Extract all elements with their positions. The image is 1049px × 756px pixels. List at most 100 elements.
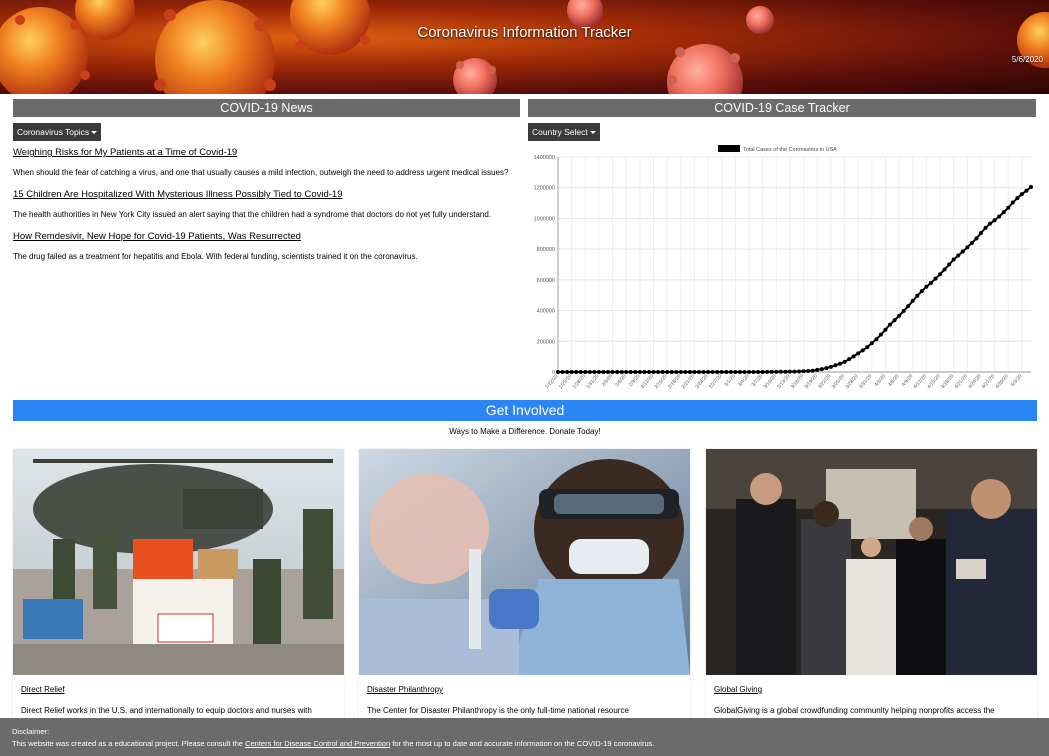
current-date: 5/6/2020 [1011, 55, 1043, 64]
data-point [696, 370, 701, 374]
coronavirus-topics-dropdown[interactable]: Coronavirus Topics [13, 123, 102, 141]
data-point [724, 369, 729, 374]
data-point [919, 289, 924, 294]
data-point [965, 245, 970, 250]
data-point [1006, 205, 1011, 210]
data-point [756, 369, 761, 374]
card-title-link[interactable]: Disaster Philanthropy [367, 685, 444, 694]
disclaimer-footer: Disclaimer: This website was created as … [0, 718, 1049, 756]
legend-swatch [718, 145, 740, 152]
news-article-description-3: The drug failed as a treatment for hepat… [13, 252, 418, 261]
news-article-link-1[interactable]: Weighing Risks for My Patients at a Time… [13, 147, 238, 158]
news-article-link-3[interactable]: How Remdesivir, New Hope for Covid-19 Pa… [13, 231, 301, 242]
data-point [901, 309, 906, 314]
country-select-dropdown[interactable]: Country Select [528, 123, 600, 141]
data-point [1010, 200, 1015, 205]
get-involved-heading: Get Involved [13, 400, 1037, 421]
data-point [760, 369, 765, 374]
data-point [997, 214, 1002, 219]
x-tick-label: 4/12/20 [913, 373, 928, 390]
data-point [651, 370, 656, 374]
data-point [646, 370, 651, 374]
data-point [633, 370, 638, 374]
chart-legend: Total Cases of the Coronavirus in USA [718, 145, 837, 153]
data-point [710, 369, 715, 374]
cdc-link[interactable]: Centers for Disease Control and Preventi… [245, 739, 391, 748]
data-point [878, 332, 883, 337]
data-point [747, 369, 752, 374]
virus-banner-image [0, 0, 1049, 94]
data-point [1019, 192, 1024, 197]
disclaimer-text-before: This website was created as a educationa… [12, 739, 243, 748]
data-point [906, 304, 911, 309]
dropdown-label: Coronavirus Topics [17, 127, 90, 137]
caret-down-icon [91, 131, 98, 135]
case-tracker-chart: Total Cases of the Coronavirus in USA 0 20… [528, 142, 1036, 397]
x-tick-label: 2/24/20 [694, 373, 709, 390]
data-point [960, 249, 965, 254]
data-point [787, 369, 792, 374]
x-tick-label: 1/28/20 [571, 373, 586, 390]
data-point [969, 240, 974, 245]
x-tick-label: 2/15/20 [653, 373, 668, 390]
y-tick-label: 1000000 [534, 216, 555, 222]
header-banner: Coronavirus Information Tracker 5/6/2020 [0, 0, 1049, 94]
x-tick-label: 4/21/20 [954, 373, 969, 390]
data-point [737, 369, 742, 374]
legend-label: Total Cases of the Coronavirus in USA [743, 147, 837, 153]
data-point [687, 370, 692, 374]
data-point [765, 369, 770, 374]
donation-card-global-giving: Global Giving GlobalGiving is a global c… [706, 449, 1037, 749]
x-tick-label: 2/6/20 [614, 373, 628, 388]
data-point [637, 370, 642, 374]
x-tick-label: 1/31/20 [585, 373, 600, 390]
x-tick-label: 4/3/20 [873, 373, 887, 388]
x-tick-label: 1/25/20 [558, 373, 573, 390]
data-point [806, 369, 811, 374]
news-article-description-1: When should the fear of catching a virus… [13, 168, 509, 177]
x-tick-label: 3/1/20 [723, 373, 737, 388]
donation-card-disaster-philanthropy: Disaster Philanthropy The Center for Dis… [359, 449, 690, 749]
data-point [728, 369, 733, 374]
data-point [847, 357, 852, 362]
y-tick-label: 1400000 [534, 155, 555, 161]
tracker-heading: COVID-19 Case Tracker [528, 99, 1036, 117]
data-point [628, 370, 633, 374]
data-point [719, 369, 724, 374]
data-point [956, 253, 961, 258]
data-point [815, 367, 820, 372]
x-tick-label: 5/3/20 [1010, 373, 1024, 388]
data-point [924, 284, 929, 289]
news-article-description-2: The health authorities in New York City … [13, 210, 492, 219]
data-point [615, 370, 620, 374]
data-point [606, 370, 611, 374]
x-tick-label: 3/22/20 [817, 373, 832, 390]
data-point [883, 327, 888, 332]
data-point [842, 359, 847, 364]
data-point [897, 313, 902, 318]
data-point [1015, 196, 1020, 201]
x-tick-label: 3/25/20 [831, 373, 846, 390]
data-point [569, 370, 574, 374]
news-article-link-2[interactable]: 15 Children Are Hospitalized With Myster… [13, 189, 343, 200]
data-point [933, 276, 938, 281]
data-point [587, 370, 592, 374]
data-point [583, 370, 588, 374]
data-point [692, 370, 697, 374]
data-point [856, 351, 861, 356]
card-image-relief-supplies [13, 449, 344, 675]
data-point [769, 369, 774, 374]
data-point [706, 369, 711, 374]
data-point [874, 337, 879, 342]
data-point [892, 318, 897, 323]
data-point [928, 280, 933, 285]
data-point [833, 363, 838, 368]
card-title-link[interactable]: Direct Relief [21, 685, 65, 694]
x-tick-label: 3/31/20 [858, 373, 873, 390]
x-tick-label: 3/13/20 [776, 373, 791, 390]
data-point [1001, 210, 1006, 215]
data-point [869, 341, 874, 346]
data-point [947, 262, 952, 267]
card-title-link[interactable]: Global Giving [714, 685, 763, 694]
